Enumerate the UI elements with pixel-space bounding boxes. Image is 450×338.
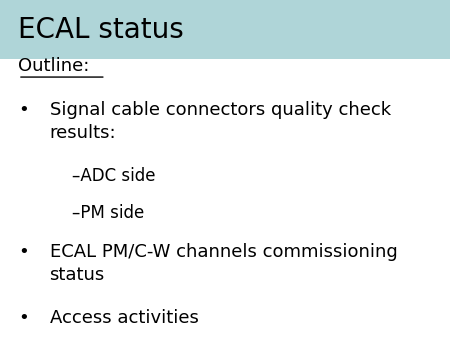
Text: •: • [18, 243, 29, 261]
Text: –PM side: –PM side [72, 204, 144, 222]
Text: Outline:: Outline: [18, 57, 90, 75]
Text: ECAL status: ECAL status [18, 16, 184, 44]
Text: –ADC side: –ADC side [72, 167, 156, 185]
Text: Signal cable connectors quality check
results:: Signal cable connectors quality check re… [50, 101, 391, 142]
Text: •: • [18, 309, 29, 327]
Text: Access activities: Access activities [50, 309, 198, 327]
FancyBboxPatch shape [0, 0, 450, 59]
Text: •: • [18, 101, 29, 119]
Text: ECAL PM/C-W channels commissioning
status: ECAL PM/C-W channels commissioning statu… [50, 243, 397, 284]
